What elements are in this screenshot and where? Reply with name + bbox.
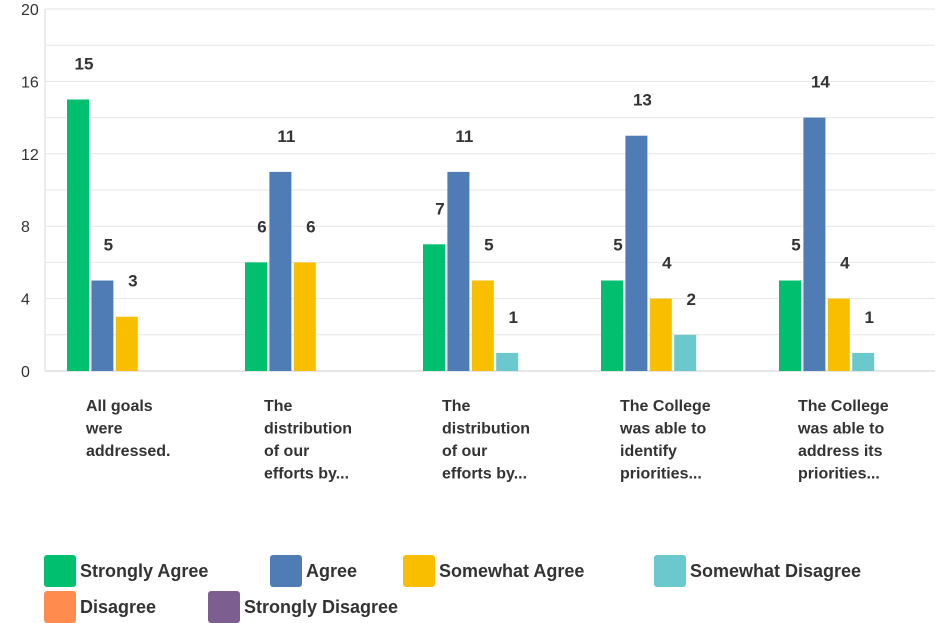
x-category-label: The distribution of our efforts by...	[442, 398, 530, 483]
bar	[674, 334, 697, 371]
bar	[496, 352, 519, 371]
legend-item[interactable]: Agree	[270, 555, 357, 587]
bar	[649, 298, 672, 371]
bar-value-label: 5	[484, 236, 493, 255]
legend-label: Disagree	[80, 596, 157, 617]
bar-value-label: 1	[864, 308, 873, 327]
bar	[625, 135, 648, 371]
bar	[827, 298, 850, 371]
legend-label: Agree	[306, 560, 358, 581]
bar	[67, 99, 89, 371]
bar	[852, 352, 875, 371]
bar	[115, 316, 138, 371]
bar	[447, 171, 470, 371]
bar	[779, 280, 801, 371]
bar	[245, 262, 267, 371]
x-category-label: The College was able to identify priorities…	[619, 398, 711, 483]
bar-value-label: 13	[633, 91, 652, 110]
bar-value-label: 3	[128, 272, 137, 291]
y-tick-label: 12	[21, 147, 39, 164]
bar-value-label: 15	[75, 55, 94, 74]
y-axis-ticks: 0 4 8 12 16 20	[21, 2, 39, 381]
y-tick-label: 16	[21, 74, 39, 91]
legend-label: Strongly Disagree	[244, 596, 399, 617]
legend-label: Somewhat Disagree	[690, 560, 862, 581]
legend-swatch	[270, 555, 302, 587]
bar-value-label: 4	[840, 254, 850, 273]
legend-swatch	[44, 555, 76, 587]
legend-label: Somewhat Agree	[439, 560, 585, 581]
legend-item[interactable]: Somewhat Disagree	[654, 555, 861, 587]
legend-item[interactable]: Somewhat Agree	[403, 555, 584, 587]
bar-value-label: 4	[662, 254, 672, 273]
gridlines	[44, 8, 935, 372]
bar-value-label: 5	[613, 236, 622, 255]
bar-value-label: 11	[277, 127, 295, 146]
bar	[269, 171, 292, 371]
bar-value-label: 7	[435, 199, 444, 218]
x-category-label: All goals were addressed.	[85, 398, 170, 460]
legend-swatch	[208, 591, 240, 623]
legend-item[interactable]: Disagree	[44, 591, 156, 623]
y-tick-label: 8	[21, 219, 30, 236]
bar-value-label: 2	[686, 290, 695, 309]
y-tick-label: 0	[21, 364, 30, 381]
legend-item[interactable]: Strongly Disagree	[208, 591, 398, 623]
bar	[601, 280, 623, 371]
bar-value-label: 6	[306, 217, 315, 236]
bar-value-label: 5	[104, 236, 113, 255]
x-category-label: The distribution of our efforts by...	[264, 398, 352, 483]
category-labels: All goals were addressed. The distribution of…	[85, 398, 889, 483]
bar	[91, 280, 114, 371]
x-category-label: The College was able to address its priorit…	[797, 398, 889, 483]
bar-value-label: 14	[811, 73, 830, 92]
bar	[803, 117, 826, 371]
y-tick-label: 20	[21, 2, 39, 19]
y-tick-label: 4	[21, 292, 30, 309]
bar-value-label: 5	[791, 236, 800, 255]
legend-item[interactable]: Strongly Agree	[44, 555, 208, 587]
legend-label: Strongly Agree	[80, 560, 209, 581]
legend-swatch	[654, 555, 686, 587]
bar	[471, 280, 494, 371]
bar	[423, 244, 445, 371]
bar-value-label: 1	[508, 308, 517, 327]
bar-value-label: 11	[455, 127, 473, 146]
legend-swatch	[44, 591, 76, 623]
legend-swatch	[403, 555, 435, 587]
bars	[67, 99, 875, 371]
bar	[293, 262, 316, 371]
bar-value-label: 6	[257, 217, 266, 236]
